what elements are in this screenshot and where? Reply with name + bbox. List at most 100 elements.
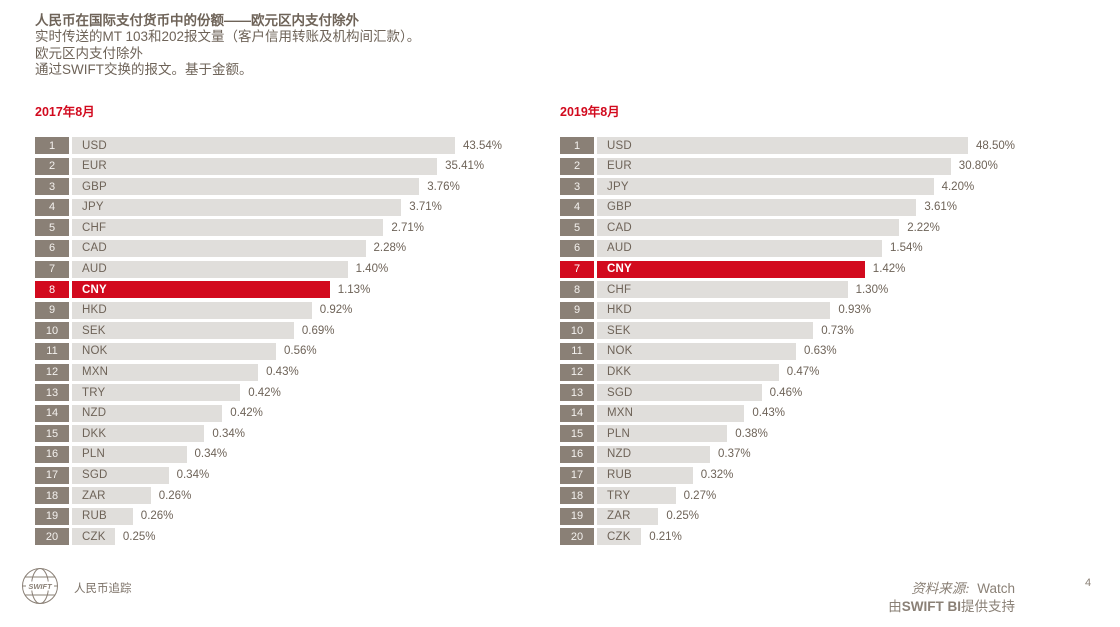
subtitle-line-3: 通过SWIFT交换的报文。基于金额。: [35, 61, 253, 77]
chart-row-hkd: 9 HKD 0.92%: [35, 301, 560, 319]
chart-row-chf: 5 CHF 2.71%: [35, 219, 560, 237]
rank-badge: 12: [560, 363, 594, 381]
powered-by-line: 由SWIFT BI提供支持: [888, 598, 1015, 616]
value-bar: AUD: [597, 239, 882, 257]
rank-badge: 19: [560, 507, 594, 525]
bar-list: 1 USD 43.54% 2 EUR 35.41% 3 GBP 3.76% 4 JPY 3.71% 5 C…: [35, 137, 560, 546]
chart-row-nok: 11 NOK 0.56%: [35, 342, 560, 360]
value-label: 0.25%: [666, 510, 699, 523]
value-bar: JPY: [72, 198, 402, 216]
chart-row-mxn: 14 MXN 0.43%: [560, 404, 1085, 422]
currency-label: NZD: [82, 407, 107, 420]
value-label: 0.69%: [301, 324, 335, 337]
currency-label: NOK: [607, 345, 633, 358]
value-bar: EUR: [72, 157, 438, 175]
chart-row-jpy: 4 JPY 3.71%: [35, 198, 560, 216]
rank-badge: 17: [35, 466, 69, 484]
currency-label: TRY: [607, 489, 631, 502]
chart-row-pln: 16 PLN 0.34%: [35, 445, 560, 463]
currency-label: MXN: [607, 407, 634, 420]
rank-badge: 18: [35, 487, 69, 505]
chart-row-sek: 10 SEK 0.69%: [35, 322, 560, 340]
currency-label: CZK: [607, 530, 631, 543]
chart-row-sgd: 13 SGD 0.46%: [560, 384, 1085, 402]
value-label: 2.28%: [373, 242, 407, 255]
currency-label: HKD: [82, 304, 107, 317]
currency-label: JPY: [607, 180, 629, 193]
currency-label: EUR: [607, 160, 632, 173]
rank-badge: 6: [35, 239, 69, 257]
value-label: 0.43%: [752, 407, 785, 420]
source-block: 资料来源: Watch 由SWIFT BI提供支持: [888, 580, 1015, 615]
value-label: 2.71%: [391, 221, 424, 234]
value-bar: JPY: [597, 178, 934, 196]
currency-label: USD: [607, 139, 632, 152]
bar-list: 1 USD 48.50% 2 EUR 30.80% 3 JPY 4.20% 4 GBP 3.61% 5 C…: [560, 137, 1085, 546]
chart-row-rub: 17 RUB 0.32%: [560, 466, 1085, 484]
currency-label: HKD: [607, 304, 632, 317]
value-label: 30.80%: [958, 160, 998, 173]
rank-badge: 1: [560, 137, 594, 154]
powered-by-prefix: 由: [888, 598, 902, 614]
value-bar: ZAR: [597, 507, 659, 525]
rank-badge: 16: [35, 445, 69, 463]
chart-row-chf: 8 CHF 1.30%: [560, 281, 1085, 299]
value-bar: USD: [72, 137, 455, 154]
chart-row-try: 13 TRY 0.42%: [35, 384, 560, 402]
page-title: 人民币在国际支付货币中的份额——欧元区内支付除外: [35, 13, 359, 28]
currency-label: SGD: [82, 469, 108, 481]
value-label: 1.54%: [890, 242, 923, 255]
value-label: 0.34%: [212, 427, 245, 440]
rank-badge: 4: [560, 198, 594, 216]
currency-label: USD: [82, 139, 107, 152]
value-label: 0.25%: [122, 530, 156, 543]
currency-label: DKK: [607, 366, 632, 379]
rank-badge: 16: [560, 445, 594, 463]
rank-badge: 13: [35, 384, 69, 402]
currency-label: JPY: [82, 201, 104, 214]
chart-row-gbp: 3 GBP 3.76%: [35, 178, 560, 196]
chart-row-nzd: 14 NZD 0.42%: [35, 404, 560, 422]
rank-badge: 2: [560, 157, 594, 175]
chart-row-aud: 6 AUD 1.54%: [560, 239, 1085, 257]
chart-row-czk: 20 CZK 0.25%: [35, 528, 560, 546]
rank-badge: 15: [35, 425, 69, 443]
value-label: 1.42%: [872, 263, 906, 276]
currency-label: CNY: [607, 263, 632, 276]
rank-badge: 10: [560, 322, 594, 340]
value-bar: CZK: [72, 528, 115, 546]
value-bar: NOK: [597, 342, 796, 360]
currency-label: MXN: [82, 366, 109, 379]
currency-label: CAD: [82, 242, 107, 255]
chart-row-cny: 7 CNY 1.42%: [560, 260, 1085, 278]
swift-logo-icon: SWIFT: [20, 566, 60, 606]
subtitle-line-1: 实时传送的MT 103和202报文量（客户信用转账及机构间汇款）。: [35, 29, 421, 45]
currency-label: CHF: [82, 221, 107, 234]
currency-label: EUR: [82, 160, 107, 173]
currency-label: SEK: [607, 324, 631, 337]
value-bar: CNY: [72, 281, 330, 299]
chart-row-dkk: 15 DKK 0.34%: [35, 425, 560, 443]
swift-logo-text: SWIFT: [28, 582, 53, 591]
value-label: 0.34%: [176, 469, 210, 481]
value-label: 3.76%: [427, 180, 460, 193]
chart-row-nzd: 16 NZD 0.37%: [560, 445, 1085, 463]
value-label: 43.54%: [463, 139, 503, 152]
rank-badge: 9: [560, 301, 594, 319]
currency-label: SEK: [82, 324, 106, 337]
currency-label: DKK: [82, 427, 107, 440]
rank-badge: 8: [560, 281, 594, 299]
rank-badge: 11: [35, 342, 69, 360]
value-label: 0.42%: [248, 386, 281, 399]
currency-label: NOK: [82, 345, 108, 358]
value-label: 0.26%: [158, 489, 192, 502]
chart-title: 2019年8月: [560, 105, 620, 119]
value-bar: DKK: [72, 425, 205, 443]
currency-label: RUB: [82, 510, 107, 523]
currency-label: GBP: [607, 201, 632, 214]
rank-badge: 12: [35, 363, 69, 381]
currency-label: CAD: [607, 221, 632, 234]
value-bar: PLN: [597, 425, 728, 443]
chart-row-cad: 5 CAD 2.22%: [560, 219, 1085, 237]
currency-label: PLN: [607, 427, 630, 440]
